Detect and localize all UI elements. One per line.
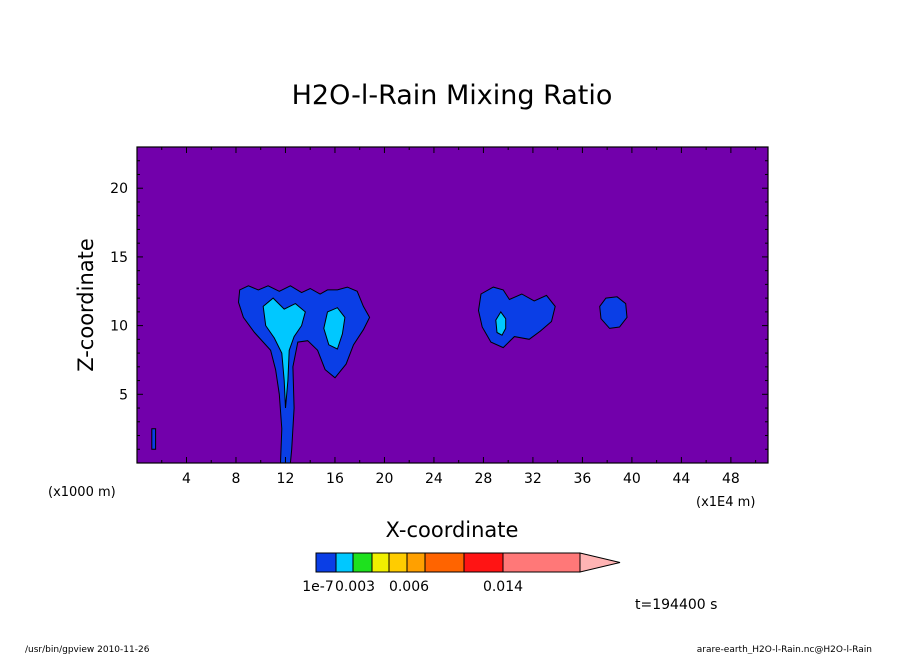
- colorbar-label-2: 0.006: [389, 579, 429, 595]
- time-annotation: t=194400 s: [635, 597, 717, 613]
- y-tick-label-3: 20: [110, 181, 128, 197]
- x-tick-label-8: 36: [573, 471, 591, 487]
- colorbar-labels: 1e-7 0.003 0.006 0.014: [302, 579, 523, 595]
- colorbar-segment-2: [352, 552, 373, 573]
- x-tick-label-7: 32: [524, 471, 542, 487]
- contour-region-4: [262, 297, 306, 409]
- y-tick-label-2: 15: [110, 250, 128, 266]
- colorbar-segment-6: [424, 552, 465, 573]
- y-tick-label-0: 5: [119, 387, 128, 403]
- contour-regions: [151, 285, 628, 463]
- x-tick-label-1: 8: [232, 471, 241, 487]
- colorbar-segment-0: [315, 552, 337, 573]
- colorbar-label-3: 0.014: [483, 579, 523, 595]
- colorbar-segment-8: [502, 552, 581, 573]
- x-tick-label-10: 44: [672, 471, 690, 487]
- plot-frame: [136, 146, 769, 464]
- x-tick-label-9: 40: [623, 471, 641, 487]
- x-tick-label-0: 4: [182, 471, 191, 487]
- contour-region-2: [599, 296, 628, 329]
- contour-region-3: [151, 428, 157, 450]
- colorbar-segment-1: [335, 552, 354, 573]
- colorbar-segment-7: [463, 552, 504, 573]
- x-tick-label-11: 48: [722, 471, 740, 487]
- chart-title: H2O-l-Rain Mixing Ratio: [292, 80, 613, 111]
- colorbar-label-1: 0.003: [335, 579, 375, 595]
- x-axis-label: X-coordinate: [386, 518, 519, 542]
- x-tick-label-2: 12: [277, 471, 295, 487]
- y-tick-label-1: 10: [110, 319, 128, 335]
- x-tick-label-6: 28: [475, 471, 493, 487]
- colorbar: [315, 552, 621, 573]
- x-tick-label-5: 24: [425, 471, 443, 487]
- x-tick-label-4: 20: [376, 471, 394, 487]
- footer-right: arare-earth_H2O-l-Rain.nc@H2O-l-Rain: [697, 645, 872, 654]
- contour-region-5: [323, 307, 346, 350]
- axis-ticks: [137, 147, 768, 463]
- y-unit-label: (x1000 m): [48, 485, 116, 500]
- colorbar-over-arrow: [579, 552, 621, 573]
- colorbar-segment-3: [371, 552, 390, 573]
- x-unit-label: (x1E4 m): [696, 495, 755, 510]
- colorbar-label-0: 1e-7: [302, 579, 333, 595]
- y-axis-label: Z-coordinate: [74, 238, 98, 372]
- colorbar-segment-4: [388, 552, 408, 573]
- footer-left: /usr/bin/gpview 2010-11-26: [25, 645, 150, 654]
- plot-background: [137, 147, 768, 463]
- contour-region-6: [495, 310, 507, 336]
- colorbar-segment-5: [406, 552, 426, 573]
- x-tick-label-3: 16: [326, 471, 344, 487]
